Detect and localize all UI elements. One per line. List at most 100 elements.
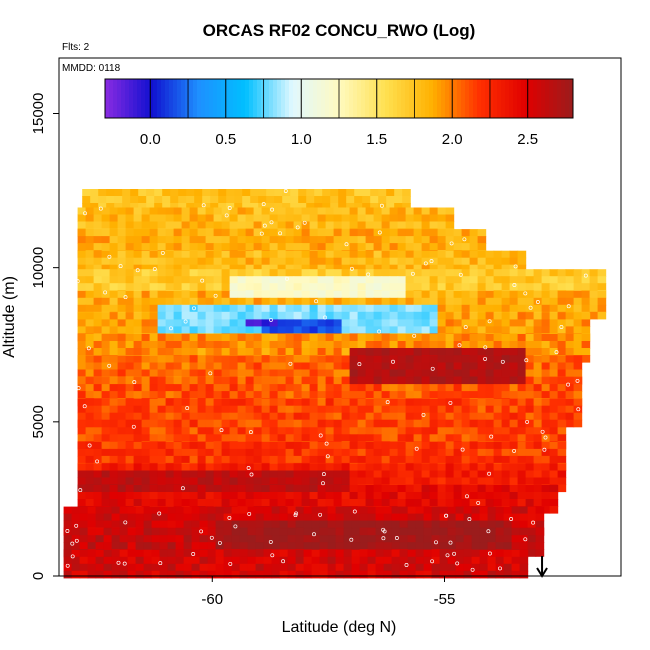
heatmap-cell <box>429 499 439 507</box>
heatmap-cell <box>77 398 87 407</box>
heatmap-cell <box>581 276 591 284</box>
heatmap-cell <box>325 229 335 237</box>
heatmap-cell <box>229 243 239 251</box>
heatmap-cell <box>183 506 193 515</box>
heatmap-cell <box>370 203 379 211</box>
heatmap-cell <box>525 269 535 277</box>
heatmap-cell <box>71 506 81 515</box>
heatmap-cell <box>109 441 119 450</box>
heatmap-cell <box>277 485 287 493</box>
heatmap-cell <box>423 563 433 572</box>
heatmap-cell <box>77 377 87 385</box>
heatmap-cell <box>453 355 463 364</box>
heatmap-cell <box>141 341 151 349</box>
heatmap-cell <box>517 276 527 284</box>
heatmap-cell <box>333 221 343 230</box>
heatmap-cell <box>157 420 167 428</box>
heatmap-cell <box>213 236 223 244</box>
sample-point <box>268 539 273 544</box>
heatmap-cell <box>285 236 295 244</box>
heatmap-cell <box>101 229 111 237</box>
heatmap-cell <box>125 441 135 450</box>
heatmap-cell <box>274 203 283 211</box>
heatmap-cell <box>103 542 113 550</box>
heatmap-cell <box>285 229 295 237</box>
heatmap-cell <box>477 348 487 356</box>
heatmap-cell <box>293 391 303 399</box>
heatmap-cell <box>429 264 439 273</box>
heatmap-cell <box>269 434 279 442</box>
heatmap-cell <box>501 477 511 486</box>
heatmap-cell <box>359 549 369 558</box>
heatmap-cell <box>429 485 439 493</box>
heatmap-cell <box>157 398 167 407</box>
sample-point <box>566 382 571 387</box>
heatmap-cell <box>421 369 431 378</box>
heatmap-cell <box>117 463 127 472</box>
heatmap-cell <box>533 319 543 327</box>
heatmap-cell <box>285 214 295 223</box>
heatmap-cell <box>429 334 439 342</box>
heatmap-cell <box>383 535 393 543</box>
heatmap-cell <box>293 477 303 486</box>
sample-point <box>487 319 492 324</box>
heatmap-cell <box>423 570 433 579</box>
heatmap-cell <box>375 513 385 522</box>
heatmap-cell <box>245 229 255 237</box>
heatmap-cell <box>525 492 535 500</box>
heatmap-cell <box>109 304 119 313</box>
heatmap-cell <box>557 484 567 493</box>
heatmap-cell <box>245 334 255 342</box>
heatmap-cell <box>511 535 521 543</box>
heatmap-cell <box>322 203 331 211</box>
heatmap-cell <box>93 362 103 371</box>
heatmap-cell <box>445 250 455 259</box>
heatmap-cell <box>189 441 199 450</box>
heatmap-cell <box>119 549 129 558</box>
heatmap-cell <box>287 528 297 536</box>
heatmap-cell <box>165 448 175 457</box>
heatmap-cell <box>63 570 73 579</box>
heatmap-cell <box>389 398 399 407</box>
heatmap-cell <box>85 304 95 313</box>
heatmap-cell <box>271 556 281 565</box>
heatmap-cell <box>333 420 343 428</box>
heatmap-cell <box>237 341 247 349</box>
heatmap-cell <box>359 542 369 550</box>
heatmap-cell <box>325 264 335 273</box>
heatmap-cell <box>141 377 151 385</box>
heatmap-cell <box>205 207 215 216</box>
heatmap-cell <box>277 304 287 313</box>
heatmap-cell <box>445 355 455 364</box>
colorbar-segment <box>237 79 242 118</box>
heatmap-cell <box>381 326 391 334</box>
heatmap-cell <box>95 556 105 565</box>
heatmap-cell <box>325 384 335 392</box>
heatmap-cell <box>357 312 367 320</box>
heatmap-cell <box>405 269 415 277</box>
heatmap-cell <box>111 542 121 550</box>
heatmap-cell <box>181 391 191 399</box>
heatmap-cell <box>173 269 183 277</box>
heatmap-cell <box>189 391 199 399</box>
heatmap-cell <box>421 312 431 320</box>
heatmap-cell <box>85 312 95 320</box>
heatmap-cell <box>341 341 351 349</box>
heatmap-cell <box>301 455 311 464</box>
heatmap-cell <box>394 189 403 197</box>
heatmap-cell <box>170 203 179 211</box>
heatmap-cell <box>413 405 423 414</box>
heatmap-cell <box>309 341 319 349</box>
heatmap-cell <box>277 412 287 421</box>
heatmap-cell <box>501 434 511 442</box>
heatmap-cell <box>477 304 487 313</box>
heatmap-cell <box>461 250 471 259</box>
heatmap-cell <box>541 384 551 392</box>
heatmap-cell <box>581 355 591 363</box>
heatmap-cell <box>439 520 449 529</box>
heatmap-cell <box>133 326 143 334</box>
heatmap-cell <box>309 499 319 507</box>
heatmap-cell <box>167 549 177 558</box>
heatmap-cell <box>405 283 415 291</box>
heatmap-cell <box>287 513 297 522</box>
